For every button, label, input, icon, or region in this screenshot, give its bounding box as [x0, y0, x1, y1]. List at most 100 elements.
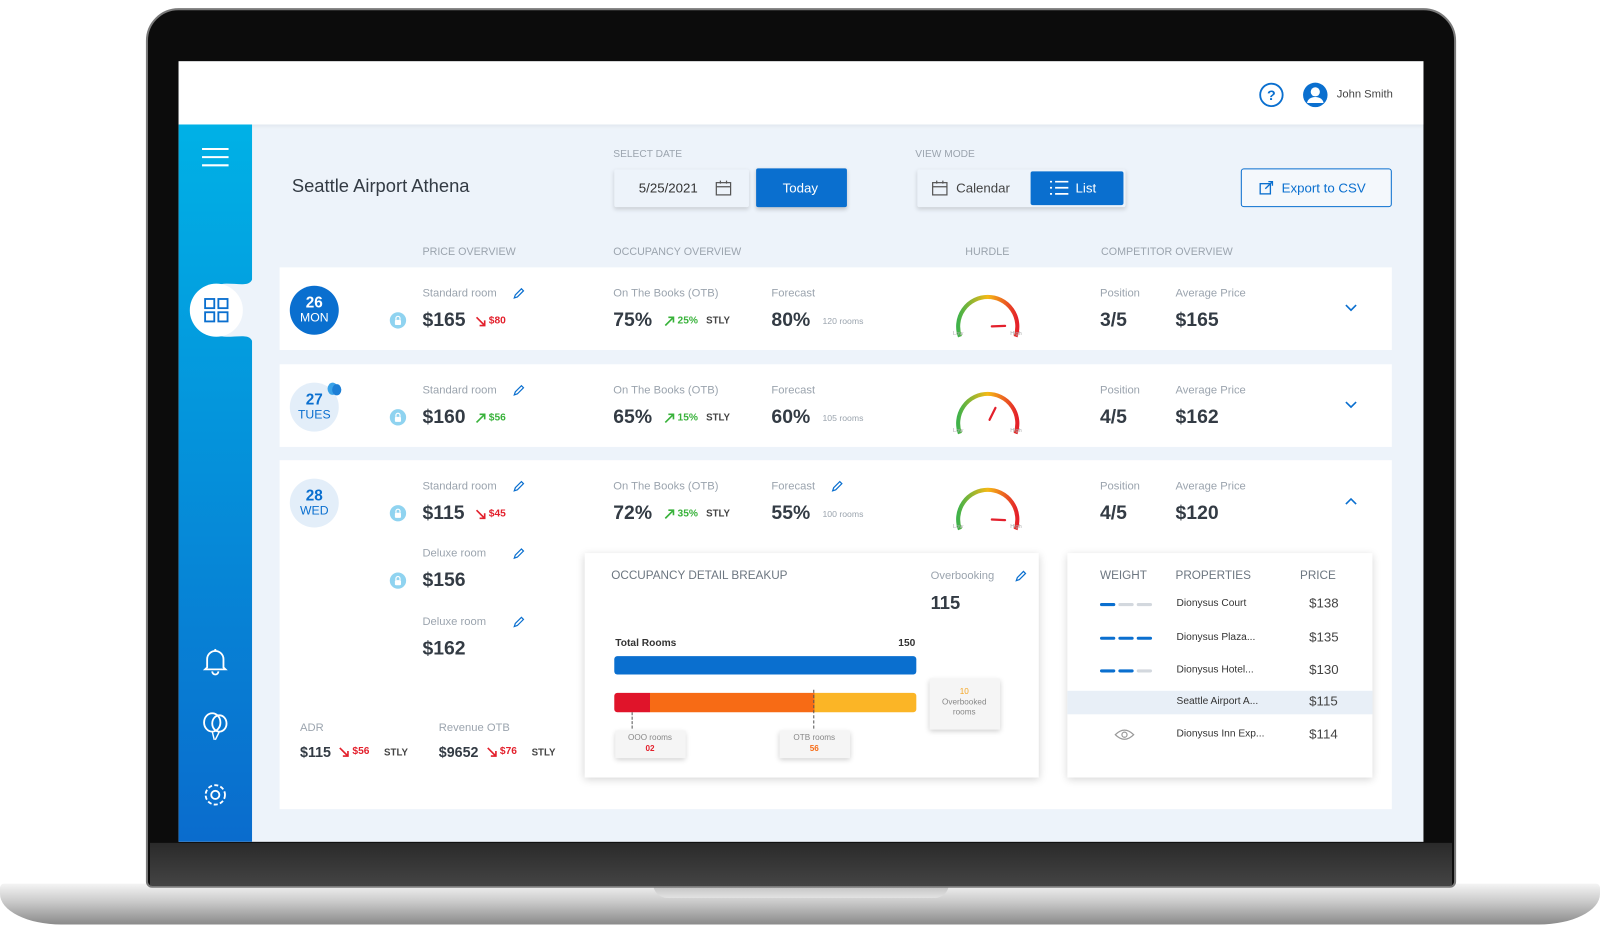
lock-icon — [389, 312, 407, 329]
day-number: 28 — [305, 487, 323, 505]
otb-label: On The Books (OTB) — [613, 480, 719, 493]
menu-button[interactable] — [202, 147, 229, 167]
date-picker[interactable] — [614, 169, 749, 208]
trend-arrow — [664, 413, 675, 424]
weight-dash — [1136, 603, 1153, 607]
calendar-icon[interactable] — [932, 180, 948, 196]
settings-button[interactable] — [202, 782, 229, 809]
icon-part — [339, 747, 350, 757]
calendar-icon — [715, 180, 732, 196]
export-icon — [1259, 180, 1274, 195]
gauge-high: High — [1010, 330, 1022, 337]
otb-label: On The Books (OTB) — [613, 287, 719, 300]
edit-icon[interactable] — [512, 384, 525, 397]
icon-part — [932, 182, 948, 196]
otb-value: 72% — [613, 502, 653, 524]
icon-part — [664, 413, 675, 424]
stly-label: STLY — [706, 508, 731, 520]
trend-arrow — [487, 747, 497, 757]
avg-price: $165 — [1175, 309, 1219, 332]
trend-value: 15% — [677, 412, 698, 424]
lock-icon — [389, 409, 407, 426]
avg-price: $162 — [1175, 406, 1219, 429]
stly-label: STLY — [706, 315, 731, 327]
total-label: Total Rooms — [615, 637, 677, 649]
dashboard-tab[interactable] — [189, 273, 254, 347]
weekday: TUES — [297, 407, 331, 422]
icon-part — [395, 508, 401, 513]
gauge-high: High — [1010, 427, 1022, 434]
icon-part — [664, 316, 675, 327]
edit-icon[interactable] — [512, 287, 525, 300]
icon-part — [217, 311, 229, 323]
weight-dash — [1118, 603, 1134, 607]
otb-value: 65% — [613, 406, 653, 429]
icon-part — [1307, 96, 1324, 104]
expand-toggle[interactable] — [1345, 304, 1357, 312]
icon-part — [211, 731, 221, 741]
icon-part — [475, 509, 486, 520]
icon-part — [1121, 731, 1128, 738]
icon-part — [513, 548, 525, 560]
today-label: Today — [782, 180, 819, 196]
icon-part — [1015, 570, 1027, 582]
visibility-toggle[interactable] — [1114, 729, 1135, 741]
date-badge — [289, 285, 339, 335]
select-date-label: SELECT DATE — [613, 148, 683, 161]
avg-price-label: Average Price — [1175, 384, 1246, 397]
table-header: PROPERTIES — [1175, 569, 1251, 582]
list-button[interactable] — [1030, 171, 1124, 206]
icon-part — [487, 747, 497, 757]
user-name[interactable]: John Smith — [1336, 88, 1393, 101]
user-avatar[interactable] — [1303, 82, 1328, 108]
property-name: Seattle Airport Athena — [291, 175, 470, 196]
icon-part — [204, 311, 216, 323]
position-value: 4/5 — [1099, 502, 1127, 524]
icon-part — [1049, 180, 1069, 195]
icon-part — [395, 315, 401, 320]
property-price: $135 — [1309, 629, 1339, 645]
gauge-low: Low — [953, 523, 964, 530]
expand-toggle[interactable] — [1345, 497, 1357, 505]
icon-part — [394, 319, 402, 325]
icon-part — [332, 384, 342, 396]
position-value: 4/5 — [1099, 406, 1127, 429]
weight-dash — [1099, 636, 1116, 640]
edit-icon[interactable] — [1014, 570, 1027, 582]
trend-arrow — [475, 413, 486, 424]
edit-icon[interactable] — [831, 480, 843, 493]
room-price: $156 — [422, 569, 466, 592]
today-button[interactable] — [756, 168, 847, 208]
gauge-low: Low — [953, 330, 964, 337]
trend-value: $76 — [499, 745, 517, 758]
icon-part — [204, 784, 226, 806]
overbooked-box — [929, 678, 1000, 730]
icon-part — [210, 789, 221, 800]
edit-icon[interactable] — [512, 480, 525, 493]
laptop-hinge — [149, 842, 1453, 886]
help-button[interactable]: ? — [1259, 82, 1284, 108]
trend-arrow — [475, 316, 486, 327]
ooo-marker — [631, 712, 633, 729]
total-value: 150 — [898, 637, 916, 649]
icon-part — [513, 480, 525, 492]
icon-part — [217, 298, 229, 310]
avg-price-label: Average Price — [1175, 480, 1246, 493]
notifications-button[interactable] — [202, 647, 228, 676]
day-number: 26 — [305, 294, 323, 312]
room-price: $160 — [422, 406, 466, 429]
otb-marker — [813, 689, 815, 729]
room-price: $165 — [422, 309, 466, 332]
edit-icon[interactable] — [512, 616, 525, 628]
lock-icon — [389, 505, 407, 522]
summary-value: $115 — [299, 743, 331, 761]
expand-toggle[interactable] — [1345, 401, 1357, 409]
events-button[interactable] — [202, 712, 229, 741]
weight-dash — [1099, 603, 1116, 607]
room-price: $115 — [422, 502, 465, 524]
calendar-button[interactable]: Calendar — [956, 180, 1010, 196]
edit-icon[interactable] — [512, 548, 525, 560]
date-value: 5/25/2021 — [638, 180, 698, 196]
forecast-value: 80% — [771, 309, 811, 332]
